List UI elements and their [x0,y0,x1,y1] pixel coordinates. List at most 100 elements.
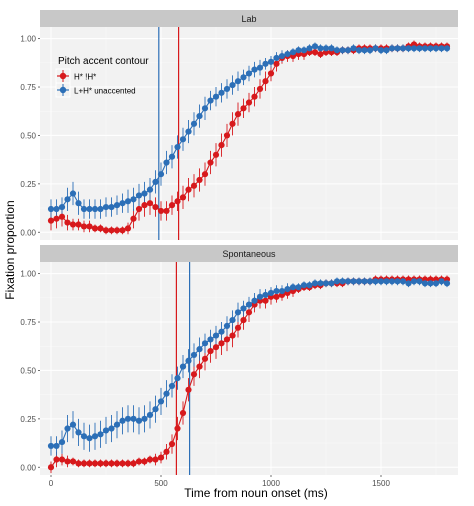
y-tick-label: 0.25 [20,415,36,424]
data-point-red [311,49,319,56]
legend-key-point-red [59,72,67,80]
data-point-blue [135,192,143,199]
data-point-blue [174,375,181,382]
data-point-red [97,225,104,232]
data-point-blue [267,58,275,65]
data-point-blue [212,332,220,339]
data-point-red [256,85,264,93]
data-point-blue [278,287,286,295]
data-point-red [75,460,82,467]
data-point-red [75,221,82,228]
data-point-red [141,458,148,465]
data-point-red [229,120,236,127]
data-point-red [53,456,60,463]
data-point-blue [295,284,302,291]
data-point-blue [86,205,93,213]
data-point-red [58,213,66,220]
data-point-blue [284,51,291,58]
data-point-red [86,460,93,467]
data-point-blue [141,190,148,197]
data-point-blue [438,278,445,285]
data-point-red [58,456,66,463]
data-point-blue [113,202,121,209]
data-point-blue [366,47,374,54]
data-point-red [47,464,55,471]
data-point-blue [124,198,132,205]
data-point-blue [75,429,82,436]
strip-label-lab: Lab [241,14,256,24]
data-point-red [196,363,203,370]
data-point-blue [328,280,335,287]
data-point-blue [361,278,368,285]
data-point-blue [267,289,275,297]
data-point-red [245,309,253,316]
data-point-red [113,227,121,234]
data-point-blue [179,363,187,370]
data-point-blue [339,278,346,285]
data-point-red [141,202,148,209]
data-point-blue [289,49,297,56]
data-point-blue [190,351,198,359]
data-point-red [97,460,104,467]
data-point-blue [97,205,104,213]
grid-lines [40,262,458,475]
y-tick-labels: 0.00 0.25 0.50 0.75 1.00 [20,35,40,237]
data-point-blue [223,85,231,93]
data-point-red [135,458,143,465]
data-point-blue [119,417,126,424]
data-point-blue [58,203,66,211]
data-point-blue [372,45,379,52]
data-point-blue [388,278,396,285]
data-point-blue [322,280,330,287]
data-point-blue [157,171,165,178]
data-point-blue [124,415,132,422]
data-point-blue [108,425,115,432]
panel-background [40,27,458,240]
data-point-red [201,355,209,362]
data-point-blue [300,282,308,289]
data-point-blue [185,357,192,364]
data-point-blue [91,205,99,213]
data-point-blue [366,278,374,285]
data-point-blue [229,316,236,324]
data-point-blue [322,45,330,52]
data-point-blue [234,309,242,316]
series-points [47,41,451,234]
data-point-blue [377,47,385,54]
data-point-red [234,111,242,118]
data-point-blue [383,47,390,54]
data-point-blue [58,438,66,446]
data-point-red [80,223,88,230]
x-tick-label: 1500 [372,479,390,488]
y-tick-label: 0.25 [20,180,36,189]
data-point-blue [399,45,407,52]
data-point-blue [317,45,324,52]
x-tick-label: 1000 [262,479,280,488]
data-point-blue [443,280,451,287]
data-point-blue [135,417,143,424]
data-point-blue [443,45,451,52]
vertical-reference-lines [158,27,180,240]
data-point-blue [69,421,77,428]
data-point-red [69,458,77,465]
data-point-blue [130,196,137,203]
data-point-blue [355,278,363,285]
data-point-red [86,223,93,230]
y-axis-label: Fixation proportion [3,200,17,299]
data-point-blue [212,93,220,100]
data-point-blue [223,322,231,329]
data-point-red [108,460,115,467]
data-point-red [218,340,225,347]
data-point-blue [207,97,214,104]
x-tick-label: 0 [49,479,54,488]
vertical-reference-lines [175,262,191,475]
data-point-red [152,456,159,463]
data-point-blue [311,43,319,50]
data-point-red [196,176,203,184]
data-point-red [212,344,220,351]
data-point-blue [163,390,170,397]
data-point-red [91,225,99,232]
data-point-blue [146,411,154,419]
data-point-red [163,207,170,215]
data-point-blue [69,190,77,197]
